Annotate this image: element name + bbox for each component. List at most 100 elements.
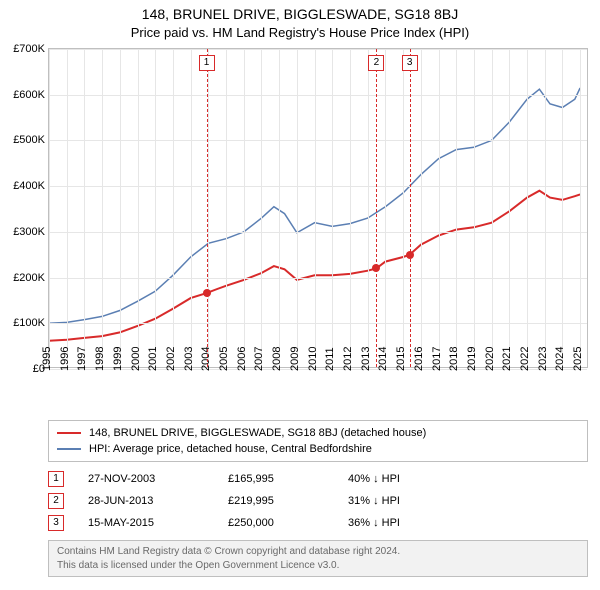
sale-row: 3 15-MAY-2015£250,00036% ↓ HPI [48,512,588,534]
x-axis-label: 2001 [147,347,159,371]
x-axis-label: 2000 [130,347,142,371]
sale-price: £250,000 [228,517,348,529]
x-gridline [244,49,245,367]
legend-row: 148, BRUNEL DRIVE, BIGGLESWADE, SG18 8BJ… [57,425,579,441]
x-gridline [474,49,475,367]
x-gridline [102,49,103,367]
sale-point [406,251,414,259]
x-gridline [261,49,262,367]
x-gridline [84,49,85,367]
sales-table: 127-NOV-2003£165,99540% ↓ HPI 2 28-JUN-201… [48,468,588,534]
x-axis-label: 2021 [501,347,513,371]
sale-price: £165,995 [228,473,348,485]
y-gridline [49,140,587,141]
x-axis-label: 1999 [112,347,124,371]
x-gridline [173,49,174,367]
x-axis-label: 2007 [253,347,265,371]
x-gridline [208,49,209,367]
chart-area: £0£100K£200K£300K£400K£500K£600K£700K199… [48,48,588,368]
y-gridline [49,49,587,50]
x-axis-label: 2005 [218,347,230,371]
legend-box: 148, BRUNEL DRIVE, BIGGLESWADE, SG18 8BJ… [48,420,588,462]
y-gridline [49,232,587,233]
x-axis-label: 1996 [59,347,71,371]
x-axis-label: 2024 [554,347,566,371]
sale-row: 127-NOV-2003£165,99540% ↓ HPI [48,468,588,490]
x-axis-label: 2020 [484,347,496,371]
x-axis-label: 2017 [431,347,443,371]
x-gridline [297,49,298,367]
x-axis-label: 2002 [165,347,177,371]
y-axis-label: £200K [13,272,45,284]
sale-date: 28-JUN-2013 [88,495,228,507]
x-gridline [439,49,440,367]
sale-number-badge: 3 [48,515,64,531]
x-axis-label: 2023 [537,347,549,371]
x-axis-label: 2006 [236,347,248,371]
license-box: Contains HM Land Registry data © Crown c… [48,540,588,577]
x-axis-label: 2014 [377,347,389,371]
x-gridline [155,49,156,367]
sale-marker-line [376,49,377,367]
x-gridline [421,49,422,367]
license-line-2: This data is licensed under the Open Gov… [57,559,579,573]
x-gridline [138,49,139,367]
y-gridline [49,323,587,324]
sale-row: 2 28-JUN-2013£219,99531% ↓ HPI [48,490,588,512]
y-gridline [49,278,587,279]
legend-label: HPI: Average price, detached house, Cent… [89,443,372,455]
sale-marker-line [410,49,411,367]
x-gridline [509,49,510,367]
chart-title: 148, BRUNEL DRIVE, BIGGLESWADE, SG18 8BJ [0,6,600,22]
x-gridline [545,49,546,367]
sale-number-badge: 1 [48,471,64,487]
sale-marker-badge: 3 [402,55,418,71]
x-axis-label: 2010 [307,347,319,371]
x-gridline [49,49,50,367]
x-gridline [403,49,404,367]
x-gridline [332,49,333,367]
x-axis-label: 2016 [413,347,425,371]
x-gridline [350,49,351,367]
y-axis-label: £500K [13,134,45,146]
legend-label: 148, BRUNEL DRIVE, BIGGLESWADE, SG18 8BJ… [89,427,426,439]
x-gridline [368,49,369,367]
sale-price: £219,995 [228,495,348,507]
sale-marker-badge: 2 [368,55,384,71]
plot-area: £0£100K£200K£300K£400K£500K£600K£700K199… [48,48,588,368]
x-axis-label: 2022 [519,347,531,371]
legend-swatch [57,432,81,434]
sale-number-badge: 2 [48,493,64,509]
x-axis-label: 2003 [183,347,195,371]
sale-point [203,289,211,297]
y-axis-label: £100K [13,317,45,329]
x-gridline [191,49,192,367]
x-gridline [279,49,280,367]
x-axis-label: 1998 [94,347,106,371]
x-gridline [226,49,227,367]
chart-subtitle: Price paid vs. HM Land Registry's House … [0,25,600,40]
x-axis-label: 1997 [76,347,88,371]
x-gridline [580,49,581,367]
y-axis-label: £400K [13,180,45,192]
y-axis-label: £700K [13,43,45,55]
license-line-1: Contains HM Land Registry data © Crown c… [57,545,579,559]
sale-hpi-delta: 31% ↓ HPI [348,495,588,507]
sale-date: 15-MAY-2015 [88,517,228,529]
y-gridline [49,186,587,187]
x-axis-label: 2018 [448,347,460,371]
x-axis-label: 2025 [572,347,584,371]
x-gridline [456,49,457,367]
legend-swatch [57,448,81,450]
sale-hpi-delta: 40% ↓ HPI [348,473,588,485]
x-axis-label: 2015 [395,347,407,371]
sale-point [372,264,380,272]
x-gridline [492,49,493,367]
x-gridline [385,49,386,367]
x-axis-label: 2012 [342,347,354,371]
sale-marker-badge: 1 [199,55,215,71]
x-axis-label: 2013 [360,347,372,371]
sale-hpi-delta: 36% ↓ HPI [348,517,588,529]
x-axis-label: 2008 [271,347,283,371]
x-gridline [67,49,68,367]
